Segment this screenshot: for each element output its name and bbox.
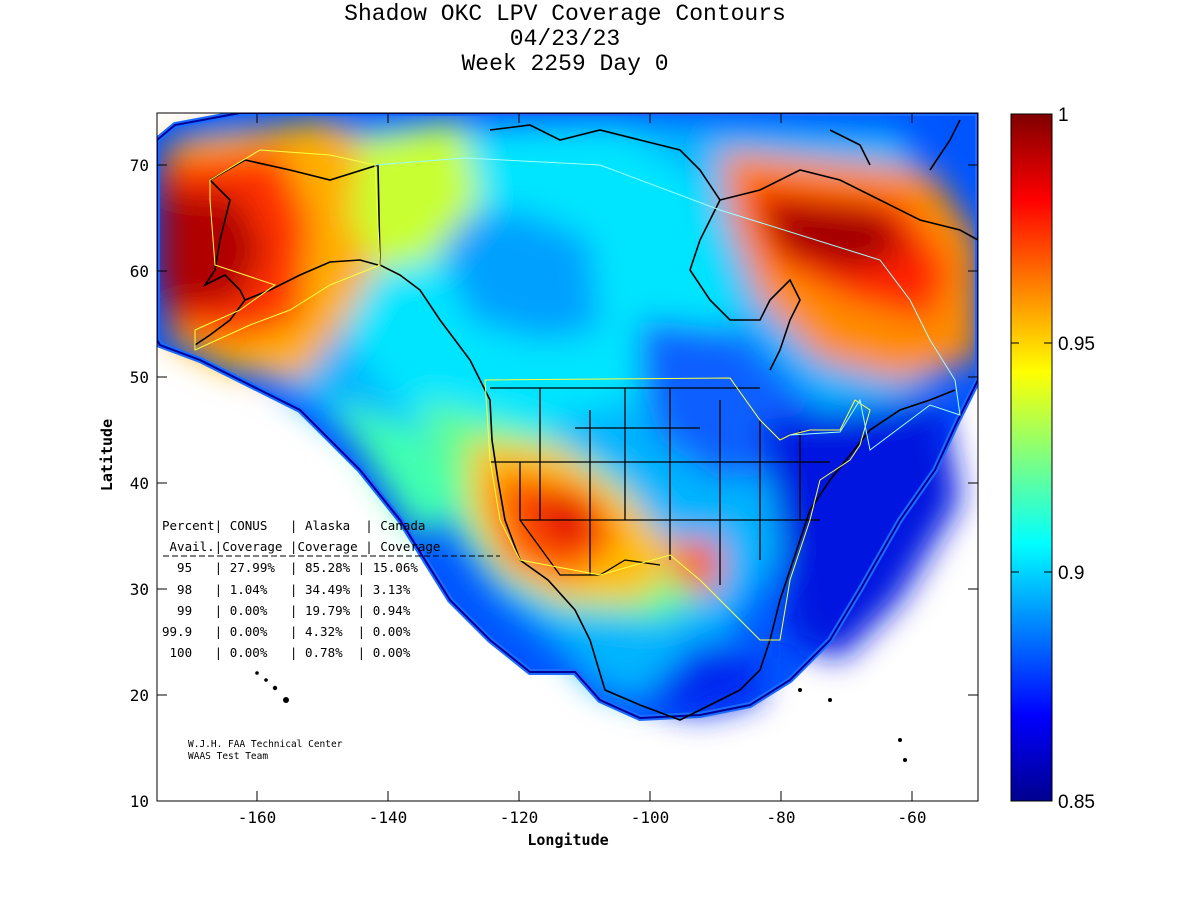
y-tick-label: 40 — [130, 474, 149, 493]
stats-row: 98 | 1.04% | 34.49% | 3.13% — [162, 582, 411, 597]
coverage-stats-table: Percent| CONUS | Alaska | Canada Avail.|… — [162, 518, 500, 660]
y-tick-label: 60 — [130, 262, 149, 281]
coverage-field — [157, 113, 978, 762]
islands — [255, 671, 907, 762]
credit-line: WAAS Test Team — [188, 751, 268, 762]
colorbar-gradient — [1010, 113, 1053, 802]
stats-row: 95 | 27.99% | 85.28% | 15.06% — [162, 560, 418, 575]
x-tick-label: -160 — [238, 808, 277, 827]
x-tick-label: -120 — [500, 808, 539, 827]
stats-row: 99.9 | 0.00% | 4.32% | 0.00% — [162, 624, 411, 639]
y-tick-label: 50 — [130, 368, 149, 387]
stats-header: Percent| CONUS | Alaska | Canada — [162, 518, 425, 533]
x-tick-label: -100 — [631, 808, 670, 827]
y-tick-label: 70 — [130, 156, 149, 175]
x-tick-label: -140 — [369, 808, 408, 827]
colorbar: 1 0.95 0.9 0.85 — [1010, 105, 1095, 813]
stats-row: 99 | 0.00% | 19.79% | 0.94% — [162, 603, 411, 618]
y-tick-label: 30 — [130, 580, 149, 599]
stats-header: Avail.|Coverage |Coverage | Coverage — [162, 539, 440, 554]
canada-outline — [374, 157, 961, 451]
colorbar-label: 0.85 — [1058, 792, 1095, 813]
stats-row: 100 | 0.00% | 0.78% | 0.00% — [162, 645, 411, 660]
x-tick-label: -60 — [898, 808, 927, 827]
colorbar-label: 0.9 — [1058, 563, 1084, 584]
colorbar-label: 1 — [1058, 105, 1069, 126]
chart-week: Week 2259 Day 0 — [461, 51, 669, 77]
x-axis-title: Longitude — [527, 831, 608, 849]
axis-ticks — [157, 113, 978, 802]
state-borders — [490, 387, 830, 585]
colorbar-label: 0.95 — [1058, 334, 1095, 355]
credit-line: W.J.H. FAA Technical Center — [188, 739, 343, 750]
chart-title: Shadow OKC LPV Coverage Contours — [344, 1, 786, 27]
service-volume-outlines — [194, 149, 871, 641]
y-tick-label: 20 — [130, 686, 149, 705]
y-axis-title: Latitude — [98, 419, 116, 491]
y-tick-label: 10 — [130, 792, 149, 811]
chart-date: 04/23/23 — [509, 26, 621, 52]
x-tick-label: -80 — [767, 808, 796, 827]
